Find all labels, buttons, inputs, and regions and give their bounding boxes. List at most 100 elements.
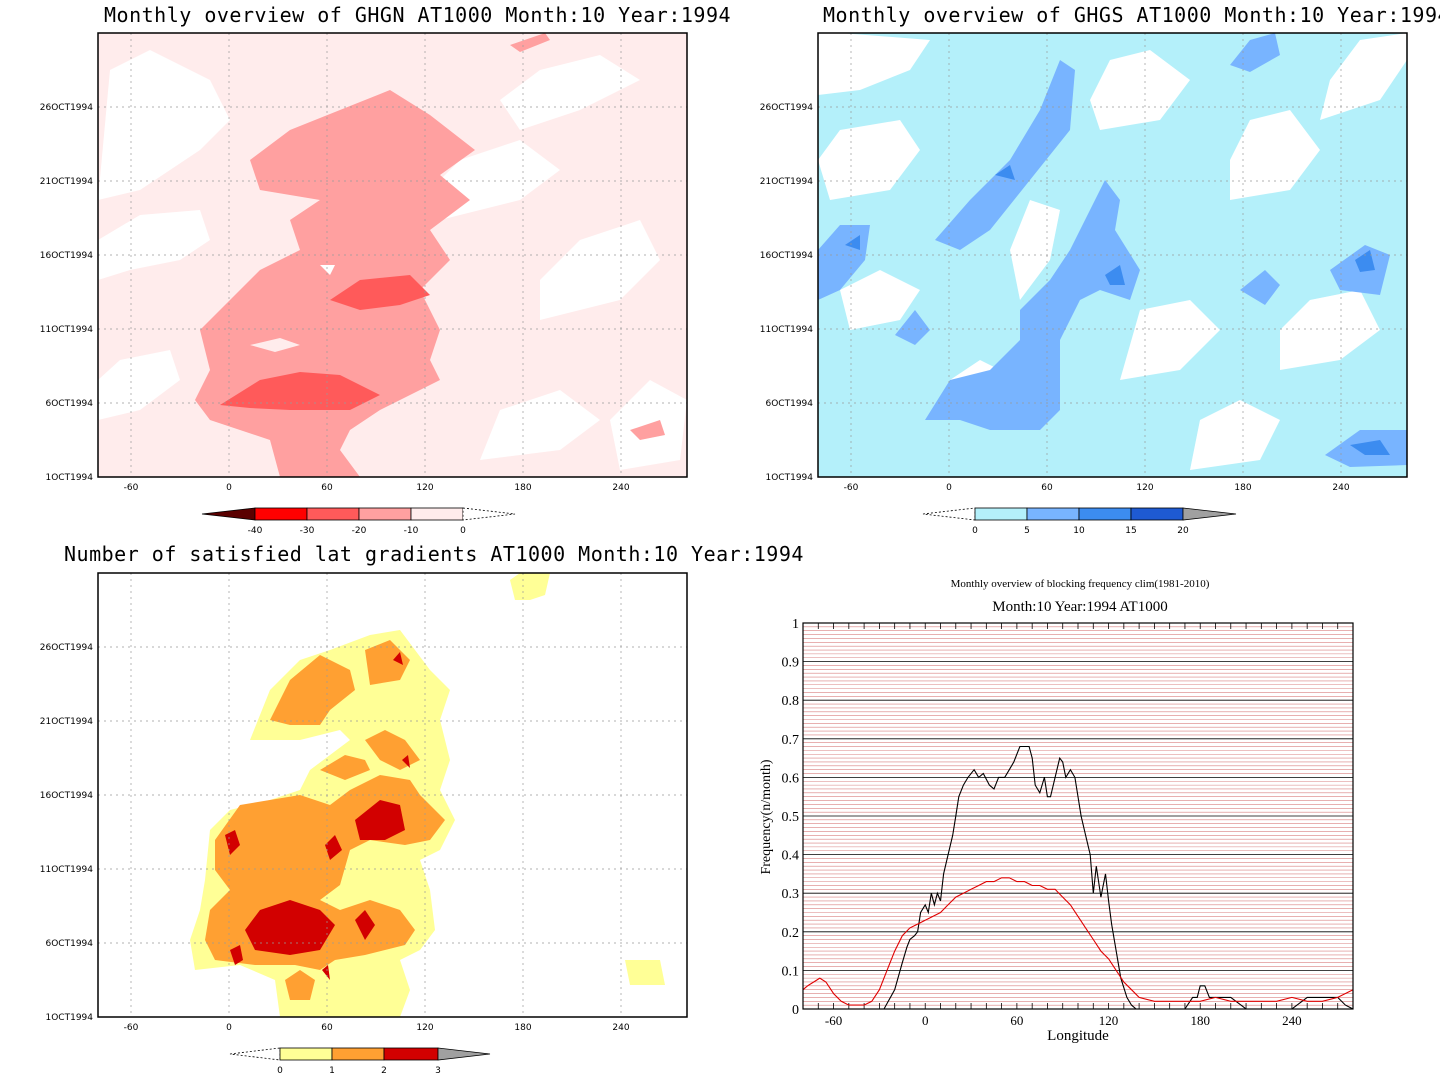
blocking-chart: Monthly overview of blocking frequency c… [759,578,1354,1044]
colorbar-label: -40 [248,526,263,536]
y-tick-label: 1 [792,617,799,632]
x-tick-label: 0 [946,483,952,493]
colorbar-label: 2 [381,1066,387,1076]
ghgs-y-ticks: 1OCT1994 6OCT1994 11OCT1994 16OCT1994 21… [760,103,814,483]
lat-colorbar: 0 1 2 3 [229,1047,491,1076]
y-tick-label: 16OCT1994 [760,251,813,261]
y-tick-label: 11OCT1994 [40,865,93,875]
y-tick-label: 21OCT1994 [760,177,813,187]
series-line-0 [803,745,1354,1010]
ghgs-x-ticks: -60 0 60 120 180 240 [844,483,1350,493]
y-tick-label: 0.3 [782,887,800,902]
lat-frame [97,572,688,1018]
y-tick-label: 0.2 [782,926,800,941]
ghgn-title: Monthly overview of GHGN AT1000 Month:10… [104,3,732,27]
x-tick-label: 240 [612,483,629,493]
y-tick-label: 0.8 [782,694,800,709]
x-tick-label: 240 [612,1023,629,1033]
y-tick-label: 1OCT1994 [766,473,814,483]
x-tick-label: -60 [124,1023,139,1033]
y-tick-label: 21OCT1994 [40,177,93,187]
x-tick-label: -60 [124,483,139,493]
x-tick-label: 60 [321,1023,333,1033]
lat-title: Number of satisfied lat gradients AT1000… [64,542,804,566]
y-tick-label: 0 [792,1003,799,1018]
x-tick-label: 180 [1190,1013,1210,1028]
lat-grid [98,573,687,1017]
colorbar-label: 0 [972,526,978,536]
x-tick-label: 240 [1282,1013,1302,1028]
ghgn-y-ticks: 1OCT1994 6OCT1994 11OCT1994 16OCT1994 21… [40,103,94,483]
x-tick-label: 60 [1010,1013,1023,1028]
x-tick-label: 180 [1234,483,1251,493]
x-tick-label: 240 [1332,483,1349,493]
y-tick-label: 0.9 [782,656,800,671]
y-tick-label: 6OCT1994 [46,939,94,949]
x-tick-label: 120 [1099,1013,1119,1028]
y-tick-label: 0.6 [782,771,800,786]
line-chart-title: Monthly overview of blocking frequency c… [951,578,1210,590]
colorbar-label: -10 [404,526,419,536]
ghgn-colorbar: -40 -30 -20 -10 0 [201,507,516,536]
y-tick-label: 6OCT1994 [766,399,814,409]
x-tick-label: 60 [1041,483,1053,493]
lat-x-ticks: -60 0 60 120 180 240 [124,1023,630,1033]
x-tick-label: 0 [226,1023,232,1033]
ghgn-grid [98,33,687,477]
blocking-panel: Monthly overview of blocking frequency c… [720,545,1440,1091]
x-axis-label: Longitude [1047,1028,1109,1044]
x-tick-label: 0 [922,1013,929,1028]
y-tick-label: 1OCT1994 [46,473,94,483]
colorbar-label: 10 [1073,526,1085,536]
x-tick-label: 180 [514,483,531,493]
y-tick-label: 26OCT1994 [40,643,93,653]
y-tick-label: 16OCT1994 [40,791,93,801]
lat-panel: Number of satisfied lat gradients AT1000… [0,540,804,1091]
colorbar-label: 5 [1024,526,1030,536]
lat-chart: -60 0 60 120 180 240 1OCT1994 6OCT1994 1… [40,572,688,1076]
y-tick-label: 11OCT1994 [40,325,93,335]
series-line-1 [802,877,1354,1006]
colorbar-label: 1 [329,1066,335,1076]
colorbar-label: 0 [460,526,466,536]
ghgn-chart: -60 0 60 120 180 240 1OCT1994 6OCT1994 1… [40,32,688,536]
y-tick-label: 0.5 [782,810,800,825]
colorbar-label: 15 [1125,526,1136,536]
x-tick-label: 60 [321,483,333,493]
ghgs-chart: -60 0 60 120 180 240 1OCT1994 6OCT1994 1… [760,32,1408,536]
line-chart-grid [803,626,1353,1006]
ghgn-panel: Monthly overview of GHGN AT1000 Month:10… [0,0,731,545]
lat-y-ticks: 1OCT1994 6OCT1994 11OCT1994 16OCT1994 21… [40,643,94,1023]
y-axis-label: Frequency(n/month) [759,759,774,874]
x-tick-label: 180 [514,1023,531,1033]
x-tick-label: -60 [844,483,859,493]
y-tick-label: 26OCT1994 [760,103,813,113]
ghgs-panel: Monthly overview of GHGS AT1000 Month:10… [720,0,1440,545]
ghgn-x-ticks: -60 0 60 120 180 240 [124,483,630,493]
y-tick-label: 0.4 [782,849,800,864]
ghgs-grid [818,33,1407,477]
y-tick-label: 1OCT1994 [46,1013,94,1023]
colorbar-label: 0 [277,1066,283,1076]
colorbar-label: -30 [300,526,315,536]
x-tick-label: 120 [1136,483,1153,493]
ghgn-frame [97,32,688,478]
line-chart-frame [802,622,1354,1010]
y-tick-label: 16OCT1994 [40,251,93,261]
colorbar-label: -20 [352,526,367,536]
y-tick-label: 11OCT1994 [760,325,813,335]
ghgs-colorbar: 0 5 10 15 20 [922,507,1237,536]
line-chart-ticks: 0 0.1 0.2 0.3 0.4 0.5 0.6 0.7 0.8 0.9 1 -60 0 60 120 18… [782,617,1354,1028]
line-chart-series [802,745,1354,1010]
line-chart-subtitle: Month:10 Year:1994 AT1000 [992,599,1167,615]
y-tick-label: 26OCT1994 [40,103,93,113]
colorbar-label: 3 [435,1066,441,1076]
ghgs-title: Monthly overview of GHGS AT1000 Month:10… [823,3,1440,27]
x-tick-label: 120 [416,483,433,493]
ghgs-frame [817,32,1408,478]
y-tick-label: 0.1 [782,964,800,979]
x-tick-label: 120 [416,1023,433,1033]
y-tick-label: 21OCT1994 [40,717,93,727]
colorbar-label: 20 [1177,526,1189,536]
y-tick-label: 0.7 [782,733,800,748]
